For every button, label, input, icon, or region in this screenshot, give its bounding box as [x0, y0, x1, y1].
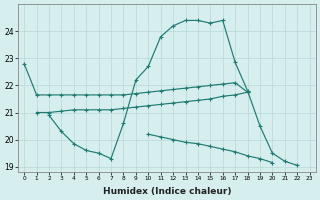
X-axis label: Humidex (Indice chaleur): Humidex (Indice chaleur) [103, 187, 231, 196]
